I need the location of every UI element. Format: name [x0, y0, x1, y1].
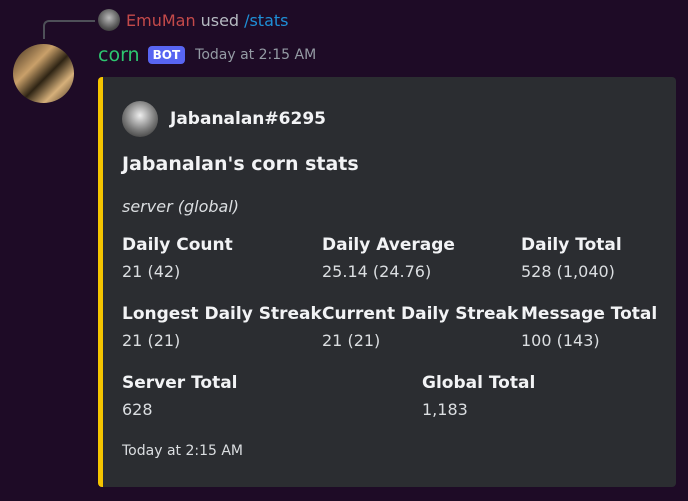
- field-value: 628: [122, 400, 153, 419]
- embed-author: Jabanalan#6295: [122, 101, 326, 137]
- reply-connector: [43, 20, 95, 39]
- field-server-total: Server Total 628: [122, 373, 238, 419]
- field-name: Longest Daily Streak: [122, 304, 322, 324]
- reply-context[interactable]: EmuMan used /stats: [98, 9, 289, 31]
- bot-avatar[interactable]: [13, 44, 74, 103]
- field-message-total: Message Total 100 (143): [521, 304, 657, 350]
- used-label: used: [200, 10, 240, 30]
- embed-title: Jabanalan's corn stats: [122, 153, 359, 175]
- field-value: 100 (143): [521, 331, 600, 350]
- field-value: 21 (21): [322, 331, 381, 350]
- message-header: corn BOT Today at 2:15 AM: [98, 44, 316, 66]
- replied-username[interactable]: EmuMan: [126, 10, 196, 30]
- field-daily-total: Daily Total 528 (1,040): [521, 235, 622, 281]
- field-daily-count: Daily Count 21 (42): [122, 235, 233, 281]
- field-value: 1,183: [422, 400, 468, 419]
- command-name[interactable]: /stats: [244, 10, 289, 30]
- field-name: Global Total: [422, 373, 536, 393]
- embed-footer-timestamp: Today at 2:15 AM: [122, 443, 244, 459]
- field-name: Message Total: [521, 304, 658, 324]
- field-value: 25.14 (24.76): [322, 262, 432, 281]
- field-daily-average: Daily Average 25.14 (24.76): [322, 235, 455, 281]
- field-name: Server Total: [122, 373, 238, 393]
- field-value: 528 (1,040): [521, 262, 615, 281]
- field-name: Daily Total: [521, 235, 622, 255]
- field-name: Current Daily Streak: [322, 304, 519, 324]
- field-value: 21 (42): [122, 262, 181, 281]
- embed-description: server (global): [122, 197, 240, 216]
- bot-username[interactable]: corn: [98, 44, 140, 66]
- field-longest-streak: Longest Daily Streak 21 (21): [122, 304, 322, 350]
- replied-user-avatar[interactable]: [98, 9, 120, 31]
- field-name: Daily Count: [122, 235, 233, 255]
- field-current-streak: Current Daily Streak 21 (21): [322, 304, 518, 350]
- embed-author-avatar: [122, 101, 158, 137]
- stats-embed: Jabanalan#6295 Jabanalan's corn stats se…: [98, 77, 676, 487]
- field-global-total: Global Total 1,183: [422, 373, 535, 419]
- field-value: 21 (21): [122, 331, 181, 350]
- message-timestamp: Today at 2:15 AM: [195, 47, 317, 63]
- field-name: Daily Average: [322, 235, 455, 255]
- bot-badge: BOT: [147, 46, 186, 64]
- embed-author-name: Jabanalan#6295: [170, 109, 326, 129]
